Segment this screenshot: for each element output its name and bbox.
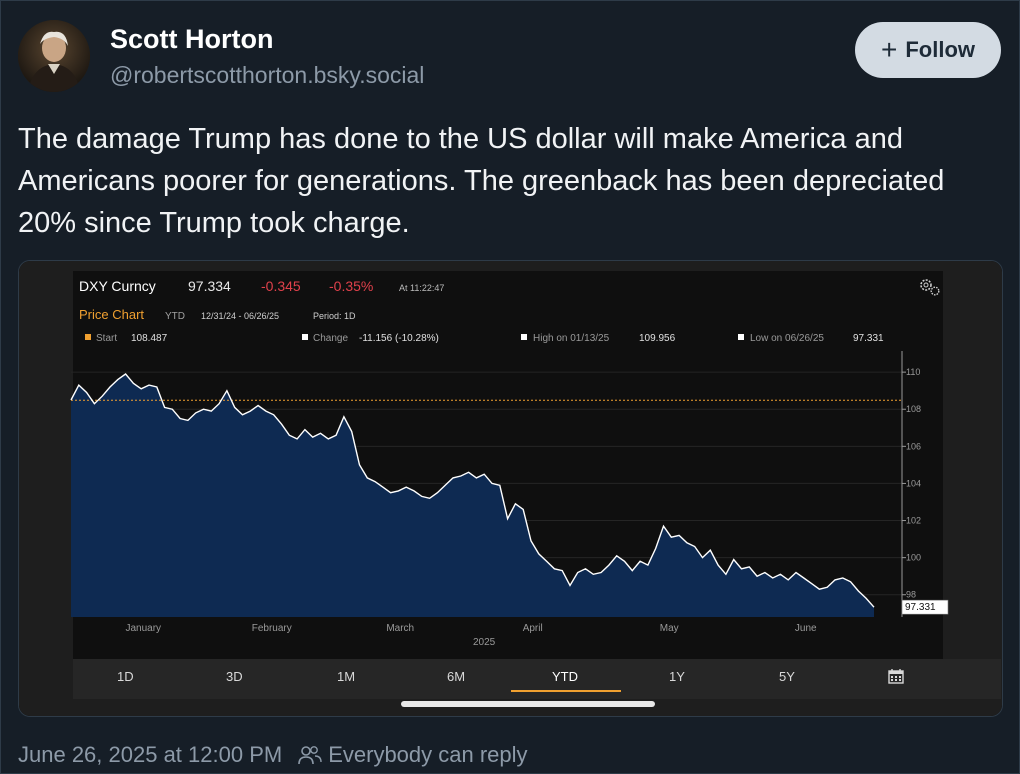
- price-value: 97.334: [188, 278, 231, 294]
- author-handle[interactable]: @robertscotthorton.bsky.social: [110, 62, 425, 88]
- high-legend-marker: [521, 334, 527, 340]
- dxy-chart: DXY Curncy 97.334 -0.345 -0.35% At 11:22…: [70, 278, 949, 648]
- avatar-image: [18, 20, 90, 92]
- year-label: 2025: [473, 637, 496, 648]
- timeframe-1m[interactable]: 1M: [337, 669, 356, 684]
- timeframe-6m[interactable]: 6M: [447, 669, 466, 684]
- settings-gear-icon[interactable]: [920, 279, 940, 296]
- x-tick-label: May: [660, 623, 679, 634]
- follow-button[interactable]: + Follow: [855, 22, 1001, 78]
- y-tick-label: 104: [906, 478, 921, 488]
- change-legend-marker: [302, 334, 308, 340]
- area-fill: [71, 374, 874, 617]
- avatar[interactable]: [18, 20, 90, 92]
- start-value: 108.487: [131, 333, 168, 344]
- y-tick-label: 98: [906, 590, 916, 600]
- x-axis-ticks: January February March April May June: [125, 623, 817, 634]
- price-chart-label: Price Chart: [79, 307, 144, 322]
- y-axis-ticks: 98 100 102 104 106 108 110: [902, 367, 921, 600]
- people-icon: [298, 744, 322, 766]
- y-tick-label: 110: [906, 367, 920, 377]
- low-legend-marker: [738, 334, 744, 340]
- last-value-label: 97.331: [905, 602, 936, 613]
- low-value: 97.331: [853, 333, 884, 344]
- y-tick-label: 106: [906, 441, 921, 451]
- timeframe-bar: 1D 3D 1M 6M YTD 1Y 5Y: [73, 659, 1001, 699]
- timestamp: At 11:22:47: [399, 283, 444, 293]
- x-tick-label: March: [386, 623, 414, 634]
- author-name[interactable]: Scott Horton: [110, 24, 274, 54]
- range-label: YTD: [165, 311, 185, 322]
- active-timeframe-underline: [511, 690, 621, 692]
- timeframe-3d[interactable]: 3D: [226, 669, 243, 684]
- high-label: High on 01/13/25: [533, 333, 610, 344]
- post-timestamp[interactable]: June 26, 2025 at 12:00 PM: [18, 742, 283, 767]
- change-label: Change: [313, 333, 348, 344]
- ticker-label: DXY Curncy: [79, 278, 156, 294]
- change-percent: -0.35%: [329, 278, 373, 294]
- reply-permission: Everybody can reply: [328, 742, 528, 767]
- timeframe-1d[interactable]: 1D: [117, 669, 134, 684]
- timeframe-5y[interactable]: 5Y: [779, 669, 795, 684]
- x-tick-label: June: [795, 623, 817, 634]
- change-summary-value: -11.156 (-10.28%): [359, 333, 439, 344]
- y-tick-label: 108: [906, 404, 921, 414]
- price-line: [70, 373, 875, 608]
- y-tick-label: 100: [906, 553, 921, 563]
- post-footer: June 26, 2025 at 12:00 PM Everybody can …: [18, 742, 528, 768]
- high-value: 109.956: [639, 333, 676, 344]
- plus-icon: +: [880, 34, 898, 65]
- x-tick-label: April: [523, 623, 543, 634]
- last-value-tag: 97.331: [901, 599, 949, 615]
- post-text: The damage Trump has done to the US doll…: [18, 123, 945, 239]
- start-legend-marker: [85, 334, 91, 340]
- start-label: Start: [96, 333, 117, 344]
- calendar-icon[interactable]: [888, 668, 904, 689]
- low-label: Low on 06/26/25: [750, 333, 824, 344]
- change-value: -0.345: [261, 278, 301, 294]
- date-range: 12/31/24 - 06/26/25: [201, 311, 279, 321]
- follow-label: Follow: [905, 37, 975, 62]
- period-label: Period: 1D: [313, 311, 356, 321]
- timeframe-1y[interactable]: 1Y: [669, 669, 685, 684]
- x-tick-label: February: [252, 623, 292, 634]
- home-indicator: [401, 701, 655, 707]
- embedded-image[interactable]: DXY Curncy 97.334 -0.345 -0.35% At 11:22…: [18, 260, 1003, 717]
- timeframe-ytd[interactable]: YTD: [552, 669, 578, 684]
- y-tick-label: 102: [906, 516, 921, 526]
- x-tick-label: January: [125, 623, 161, 634]
